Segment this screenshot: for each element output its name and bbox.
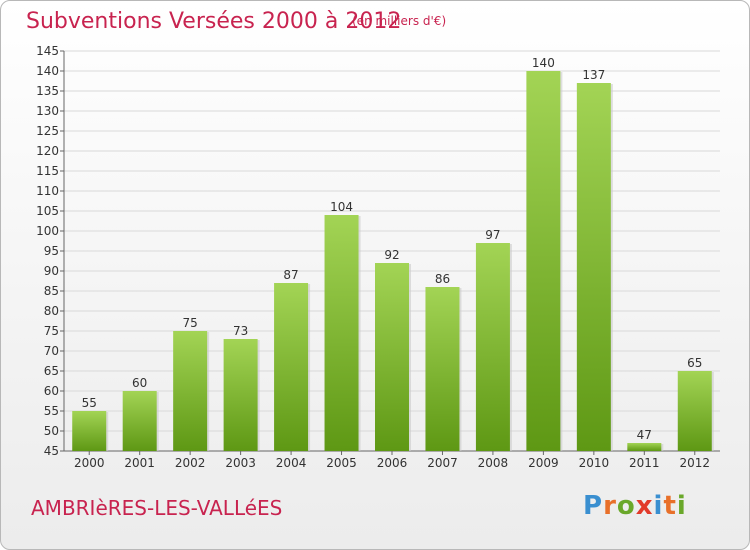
x-tick-label: 2003 bbox=[225, 456, 256, 470]
proxiti-logo: Proxiti bbox=[583, 491, 687, 521]
value-label: 104 bbox=[330, 200, 353, 214]
value-label: 65 bbox=[687, 356, 702, 370]
y-tick-label: 125 bbox=[36, 124, 59, 138]
x-tick-label: 2008 bbox=[478, 456, 509, 470]
x-tick-label: 2007 bbox=[427, 456, 458, 470]
bar bbox=[475, 243, 510, 451]
bar bbox=[375, 263, 409, 451]
x-tick-label: 2006 bbox=[377, 456, 408, 470]
x-tick-label: 2004 bbox=[276, 456, 307, 470]
y-tick-label: 45 bbox=[44, 444, 59, 458]
bar bbox=[425, 287, 460, 451]
chart-subtitle: (en milliers d'€) bbox=[352, 14, 447, 28]
value-label: 47 bbox=[637, 428, 652, 442]
y-tick-label: 130 bbox=[36, 104, 59, 118]
y-tick-label: 65 bbox=[44, 364, 59, 378]
x-tick-label: 2012 bbox=[679, 456, 710, 470]
y-tick-label: 120 bbox=[36, 144, 59, 158]
y-tick-label: 145 bbox=[36, 44, 59, 58]
value-label: 60 bbox=[132, 376, 147, 390]
bar bbox=[627, 443, 662, 451]
value-label: 92 bbox=[384, 248, 399, 262]
y-tick-label: 115 bbox=[36, 164, 59, 178]
bar bbox=[677, 371, 712, 451]
y-tick-label: 80 bbox=[44, 304, 59, 318]
value-label: 86 bbox=[435, 272, 450, 286]
y-tick-label: 135 bbox=[36, 84, 59, 98]
x-tick-label: 2009 bbox=[528, 456, 559, 470]
x-tick-label: 2010 bbox=[579, 456, 610, 470]
labels: 45 50 55 60 65 70 75 80 85 90 95 100 105 110 115 120 125… bbox=[36, 44, 710, 470]
y-tick-label: 95 bbox=[44, 244, 59, 258]
y-tick-label: 70 bbox=[44, 344, 59, 358]
bars bbox=[72, 71, 714, 451]
x-tick-label: 2001 bbox=[124, 456, 155, 470]
bar bbox=[122, 391, 157, 451]
y-tick-label: 85 bbox=[44, 284, 59, 298]
value-label: 97 bbox=[485, 228, 500, 242]
bar bbox=[173, 331, 208, 451]
x-tick-label: 2002 bbox=[175, 456, 206, 470]
bar bbox=[526, 71, 561, 451]
x-tick-label: 2011 bbox=[629, 456, 660, 470]
chart-title: Subventions Versées 2000 à 2012 bbox=[26, 9, 402, 34]
value-label: 137 bbox=[582, 68, 605, 82]
y-tick-label: 110 bbox=[36, 184, 59, 198]
value-label: 87 bbox=[283, 268, 298, 282]
y-tick-label: 60 bbox=[44, 384, 59, 398]
bar bbox=[576, 83, 611, 451]
bar bbox=[274, 283, 309, 451]
y-tick-label: 50 bbox=[44, 424, 59, 438]
value-label: 55 bbox=[82, 396, 97, 410]
bar bbox=[223, 339, 258, 451]
commune-name: AMBRIèRES-LES-VALLéES bbox=[31, 496, 283, 520]
bar bbox=[324, 215, 359, 451]
value-label: 140 bbox=[532, 56, 555, 70]
x-tick-label: 2005 bbox=[326, 456, 357, 470]
y-tick-label: 105 bbox=[36, 204, 59, 218]
bar bbox=[72, 411, 107, 451]
y-tick-label: 55 bbox=[44, 404, 59, 418]
x-tick-label: 2000 bbox=[74, 456, 105, 470]
y-tick-label: 90 bbox=[44, 264, 59, 278]
y-tick-label: 75 bbox=[44, 324, 59, 338]
value-label: 73 bbox=[233, 324, 248, 338]
y-tick-label: 100 bbox=[36, 224, 59, 238]
value-label: 75 bbox=[183, 316, 198, 330]
y-tick-label: 140 bbox=[36, 64, 59, 78]
